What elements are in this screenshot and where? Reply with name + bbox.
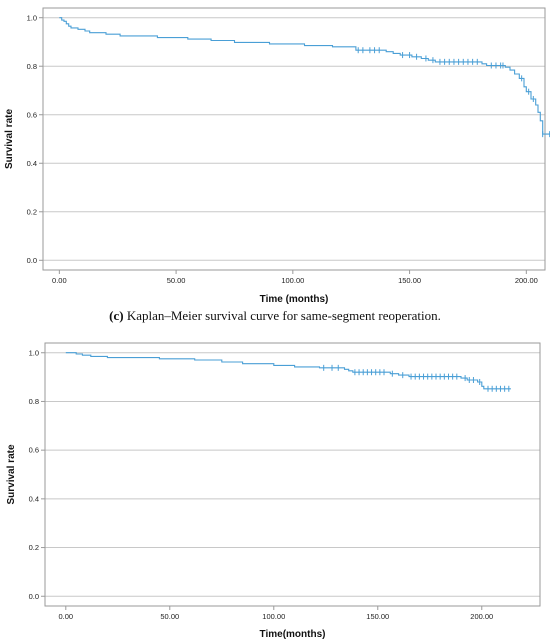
y-tick-label-3: 0.6 [27,110,37,119]
x-tick-label-2: 100.00 [281,276,304,285]
x-axis-title: Time(months) [260,629,326,640]
survival-chart-top: 0.0 0.2 0.4 0.6 0.8 1.0 0.00 50.00 100.00 150.00 2… [4,7,550,305]
caption-label: (c) [109,308,123,323]
x-tick-label-3: 150.00 [366,612,389,621]
x-tick-label-0: 0.00 [52,276,67,285]
y-tick-label-2: 0.4 [27,159,37,168]
caption-text: Kaplan–Meier survival curve for same-seg… [124,308,441,323]
x-tick-label-4: 200.00 [470,612,493,621]
plot-frame [44,342,541,607]
plot-frame [42,7,546,271]
x-tick-label-0: 0.00 [58,612,73,621]
y-tick-label-2: 0.4 [29,494,39,503]
y-tick-label-1: 0.2 [29,543,39,552]
y-tick-label-0: 0.0 [27,256,37,265]
x-tick-label-3: 150.00 [398,276,421,285]
y-tick-label-5: 1.0 [29,348,39,357]
x-tick-label-2: 100.00 [262,612,285,621]
caption: (c) Kaplan–Meier survival curve for same… [109,308,441,323]
x-tick-label-4: 200.00 [515,276,538,285]
y-tick-label-5: 1.0 [27,13,37,22]
x-axis-title: Time (months) [260,294,329,305]
x-tick-label-1: 50.00 [160,612,179,621]
y-tick-label-3: 0.6 [29,446,39,455]
survival-curve [59,17,550,135]
y-tick-label-1: 0.2 [27,207,37,216]
survival-chart-bottom: 0.0 0.2 0.4 0.6 0.8 1.0 0.00 50.00 100.00 150.00 2… [6,342,541,640]
y-axis-title: Survival rate [4,109,15,169]
survival-curve [65,352,511,390]
x-tick-label-1: 50.00 [167,276,186,285]
y-tick-label-0: 0.0 [29,592,39,601]
y-tick-label-4: 0.8 [29,397,39,406]
y-tick-label-4: 0.8 [27,62,37,71]
y-axis-title: Survival rate [6,444,17,504]
